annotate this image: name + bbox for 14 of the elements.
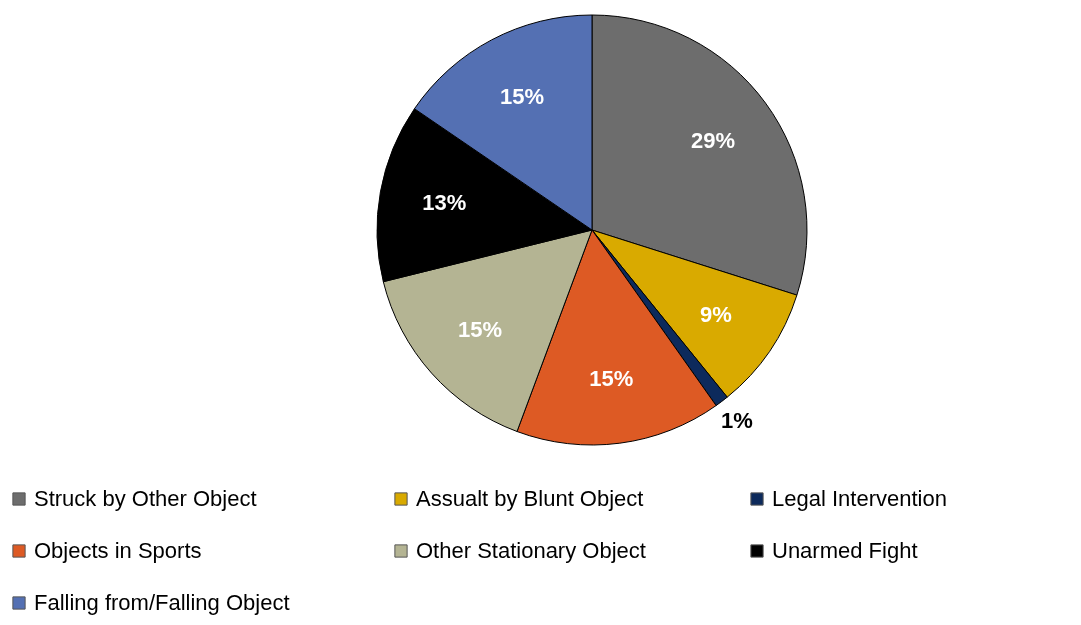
data-label: 13% <box>422 190 467 216</box>
legend-label: Assualt by Blunt Object <box>416 486 644 511</box>
legend-label: Unarmed Fight <box>772 538 918 563</box>
data-label: 9% <box>699 301 732 327</box>
data-label: 15% <box>589 365 634 391</box>
legend-label: Other Stationary Object <box>416 538 646 563</box>
legend-label: Falling from/Falling Object <box>34 590 290 615</box>
data-label: 15% <box>458 316 503 342</box>
data-label: 1% <box>720 408 753 434</box>
legend-label: Objects in Sports <box>34 538 202 563</box>
legend-label: Legal Intervention <box>772 486 947 511</box>
data-label: 29% <box>691 128 736 154</box>
legend-label: Struck by Other Object <box>34 486 257 511</box>
data-label: 15% <box>499 84 544 110</box>
